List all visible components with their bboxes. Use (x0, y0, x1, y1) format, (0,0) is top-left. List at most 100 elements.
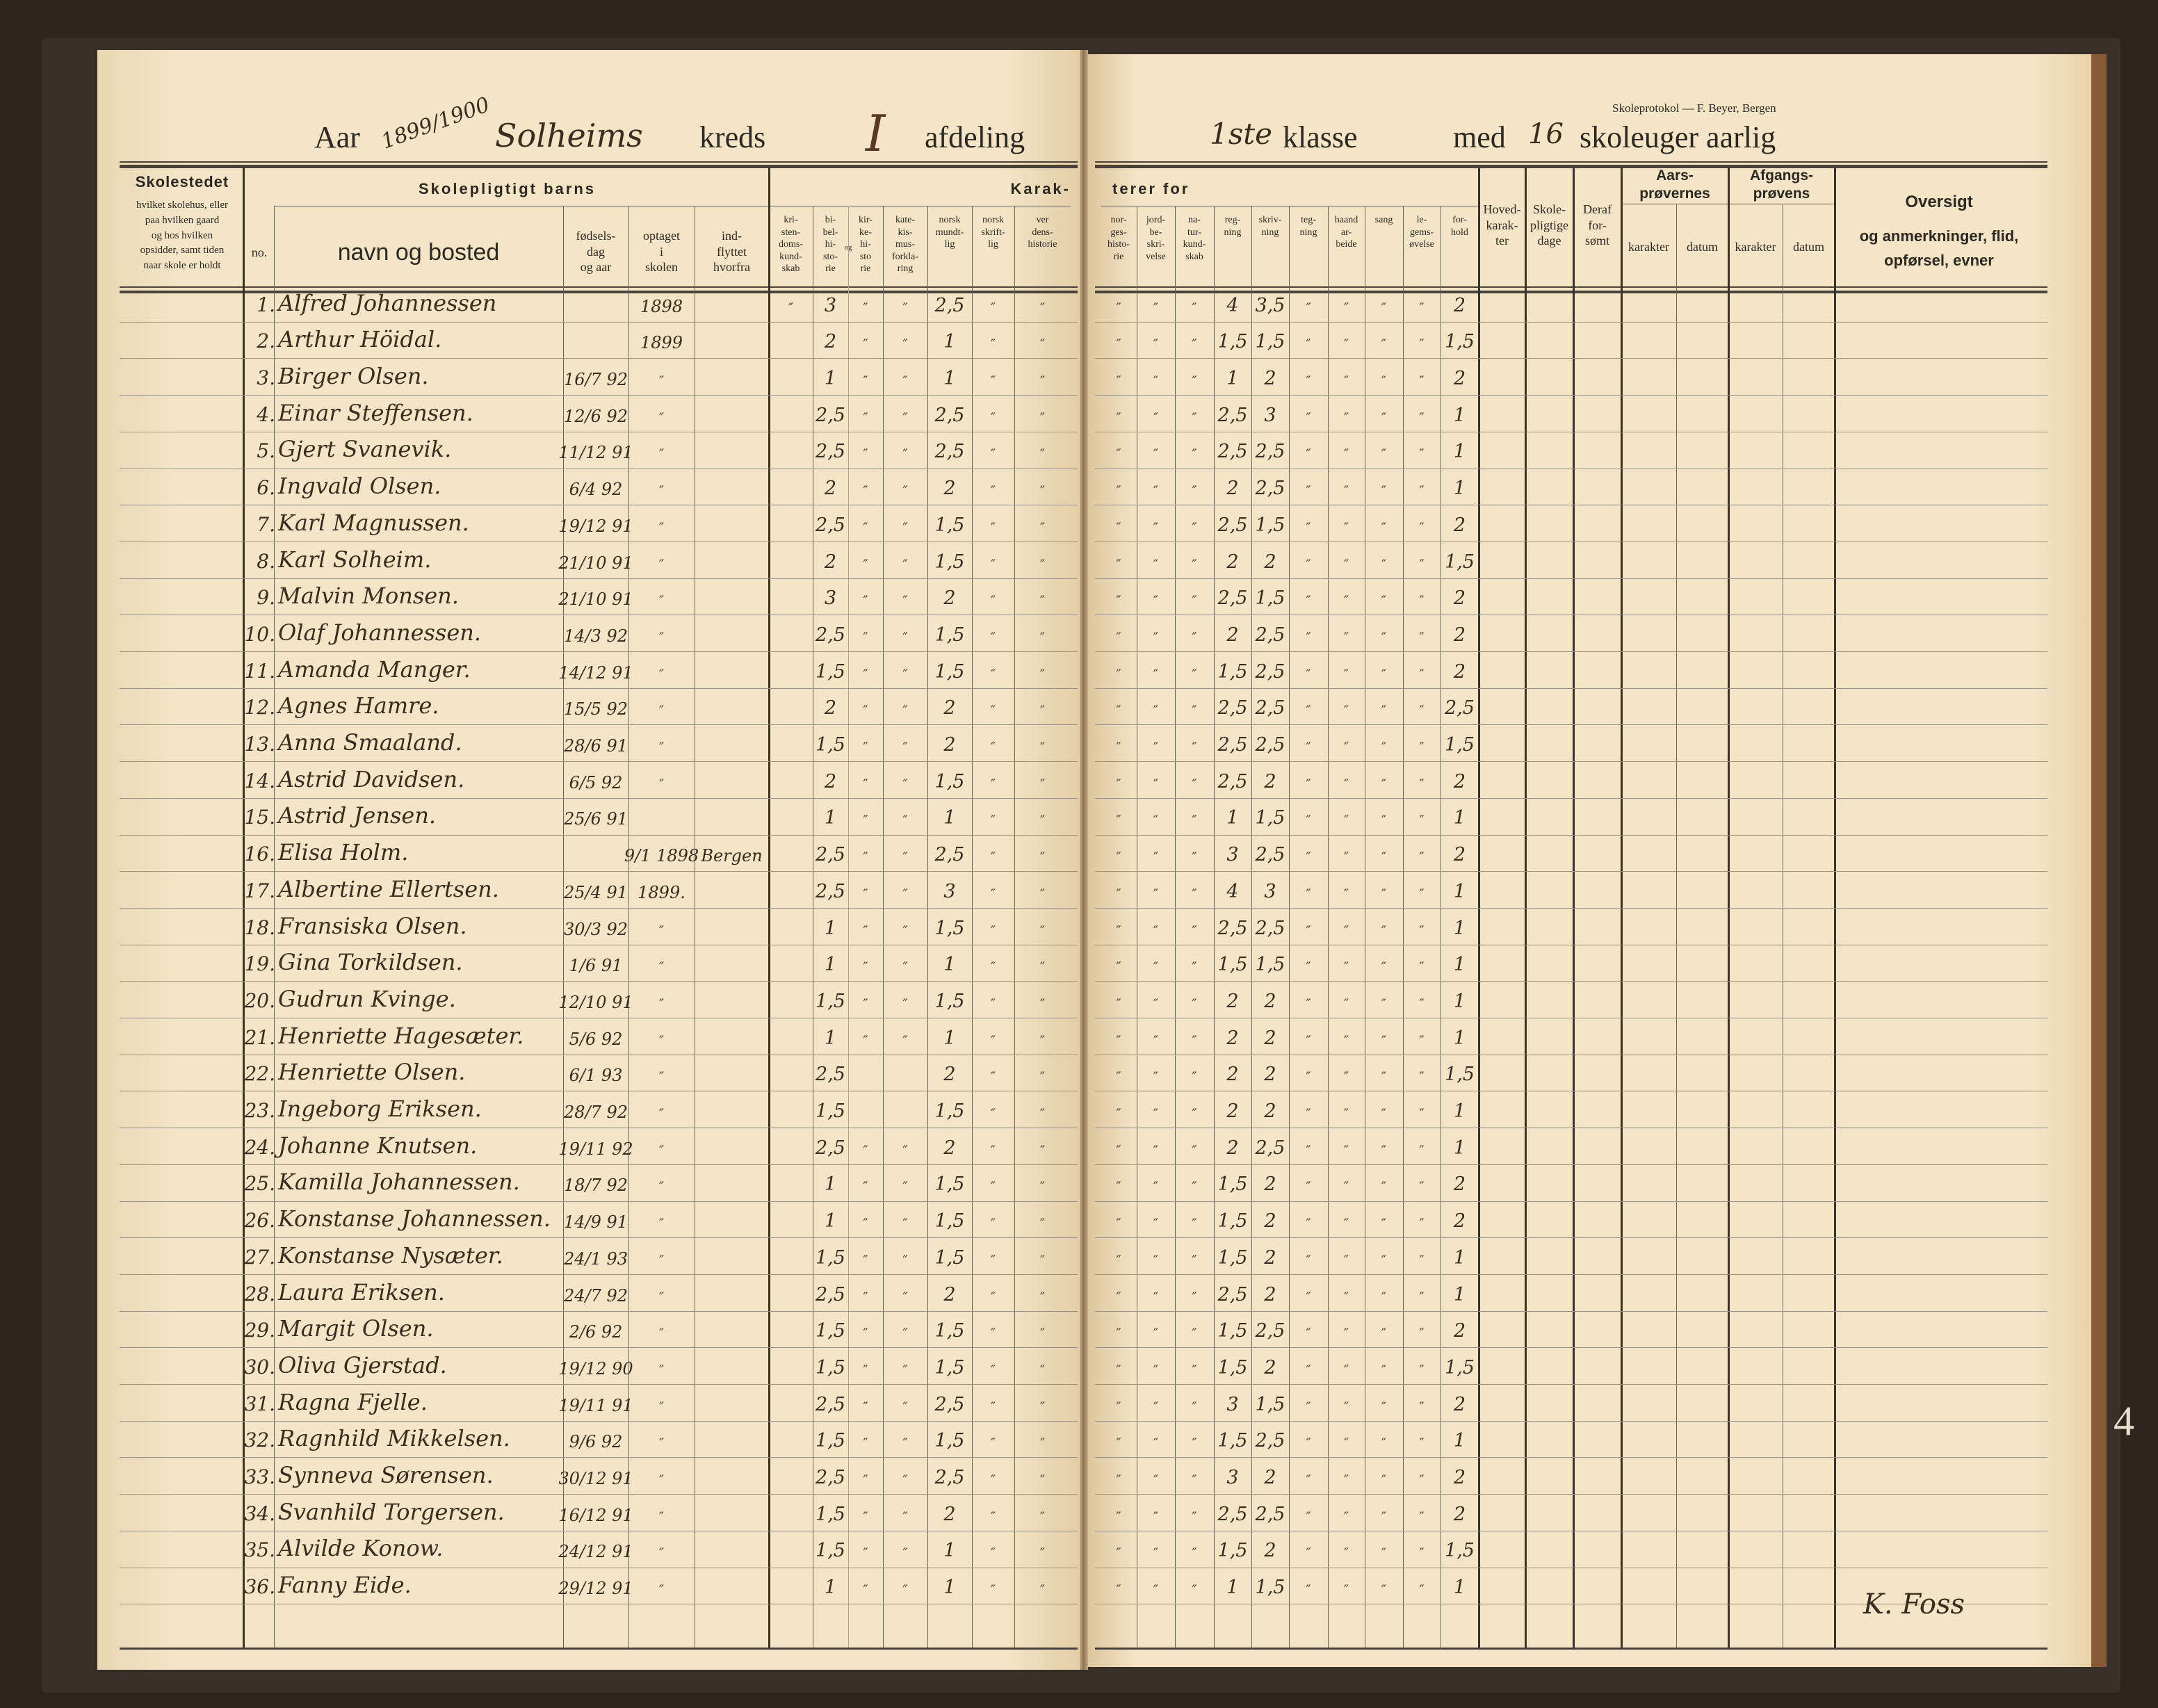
grade-cell: ″ (863, 959, 868, 976)
grade-cell: ″ (1039, 628, 1046, 646)
grade-cell: ″ (1192, 812, 1197, 829)
grade-cell: ″ (1306, 775, 1311, 792)
grade-cell: ″ (1192, 1545, 1197, 1562)
page-edge-mark: 4 (2114, 1398, 2134, 1444)
grade-cell: ″ (1381, 775, 1387, 792)
grade-cell: 2,5 (816, 441, 845, 463)
grade-cell: ″ (990, 555, 996, 573)
admitted-year: ″ (658, 1105, 665, 1123)
moved-from (695, 908, 769, 945)
grade-cell: ″ (1116, 592, 1121, 610)
student-name: Fanny Eide. (278, 1572, 412, 1599)
header-skolestedet-sub: hvilket skolehus, eller paa hvilken gaar… (136, 200, 229, 271)
grade-cell: ″ (863, 1032, 868, 1049)
grade-cell: ″ (1116, 1361, 1121, 1378)
grade-cell: ″ (990, 519, 996, 536)
grade-cell: ″ (1116, 702, 1121, 719)
birth-date: 12/6 92 (563, 406, 628, 426)
grade-cell: ″ (1381, 592, 1387, 610)
grade-cell: ″ (1306, 1141, 1311, 1159)
moved-from (695, 1091, 769, 1128)
grade-cell: ″ (1343, 1361, 1349, 1378)
teacher-signature: K. Foss (1863, 1588, 1965, 1620)
grade-cell: 2,5 (1255, 1430, 1285, 1452)
row-line (120, 724, 1078, 726)
grade-cell: ″ (1039, 959, 1046, 976)
header-karak: Karak- (1010, 180, 1071, 197)
grade-cell: 2 (1226, 478, 1239, 500)
grade-cell: 3,5 (1255, 294, 1285, 316)
grade-cell: ″ (1306, 1361, 1311, 1378)
grade-cell: ″ (1116, 1178, 1121, 1196)
grade-cell: 1 (824, 917, 837, 939)
column-divider (1834, 168, 1836, 1648)
grade-cell: ″ (1116, 373, 1121, 390)
grade-cell: ″ (1039, 373, 1046, 390)
admitted-year: ″ (658, 1068, 665, 1086)
grade-cell: ″ (1343, 555, 1349, 573)
row-number: 28. (244, 1282, 275, 1306)
table-rule (1095, 1648, 2047, 1650)
grade-cell: ″ (1343, 702, 1349, 719)
row-line (1095, 1384, 2047, 1385)
row-line (120, 907, 1078, 909)
row-line (1095, 1310, 2047, 1312)
grade-cell: 2 (1453, 770, 1466, 792)
grade-cell: ″ (1381, 1508, 1387, 1525)
grade-cell: ″ (1153, 1288, 1159, 1306)
grade-cell: 1 (1453, 1246, 1466, 1269)
column-line (1014, 206, 1015, 1648)
row-number: 20. (244, 989, 275, 1012)
klasse-label: klasse (1283, 120, 1358, 154)
grade-cell: ″ (1153, 1178, 1159, 1196)
admitted-year: ″ (658, 1545, 665, 1562)
grade-cell: ″ (1419, 995, 1425, 1012)
table-rule (120, 165, 1078, 168)
grade-cell: ″ (1381, 1178, 1387, 1196)
row-number: 8. (257, 549, 275, 573)
grade-cell: ″ (1116, 775, 1121, 792)
student-name: Ragna Fjelle. (278, 1388, 428, 1415)
student-name: Alvilde Konow. (278, 1535, 444, 1562)
grade-cell: 1,5 (934, 1173, 965, 1196)
grade-cell: ″ (1381, 446, 1387, 463)
grade-cell (769, 358, 813, 395)
grade-cell (769, 432, 813, 469)
grade-cell: ″ (1419, 482, 1425, 500)
row-number: 13. (244, 733, 275, 756)
grade-cell: ″ (1306, 555, 1311, 573)
birth-date: 18/7 92 (563, 1176, 628, 1196)
grade-cell: ″ (1381, 1215, 1387, 1233)
grade-cell: 2,5 (1217, 697, 1248, 719)
grade-cell: ″ (1153, 1325, 1159, 1342)
grade-cell: ″ (1116, 959, 1121, 976)
grade-cell: ″ (1381, 1141, 1387, 1159)
row-number: 23. (244, 1099, 275, 1123)
admitted-year (628, 798, 695, 835)
grade-cell: ″ (902, 299, 908, 316)
admitted-year: ″ (658, 1361, 665, 1378)
moved-from (695, 945, 769, 982)
moved-from (695, 322, 769, 359)
grade-cell: ″ (1306, 922, 1311, 939)
grade-cell: ″ (1343, 885, 1349, 902)
header-subject: kate- kis- mus- forkla- ring (891, 215, 919, 274)
student-name: Margit Olsen. (278, 1315, 434, 1342)
admitted-year: ″ (658, 1325, 665, 1342)
grade-cell: ″ (1381, 336, 1387, 353)
grade-cell: ″ (1306, 1178, 1311, 1196)
student-name: Karl Magnussen. (278, 509, 469, 536)
grade-cell: ″ (990, 1141, 996, 1159)
grade-cell: ″ (902, 665, 908, 683)
grade-cell: 2 (1226, 1064, 1239, 1086)
row-number: 31. (244, 1392, 275, 1415)
header-subject: norsk mundt- lig (935, 215, 964, 250)
table-rule (120, 1648, 1078, 1650)
grade-cell: 1 (943, 807, 956, 829)
grade-cell: ″ (1192, 482, 1197, 500)
grade-cell: ″ (990, 336, 996, 353)
grade-cell: 2 (1264, 368, 1276, 390)
grade-cell: ″ (1419, 1288, 1425, 1306)
moved-from (695, 981, 769, 1018)
grade-cell: 2 (824, 697, 837, 719)
